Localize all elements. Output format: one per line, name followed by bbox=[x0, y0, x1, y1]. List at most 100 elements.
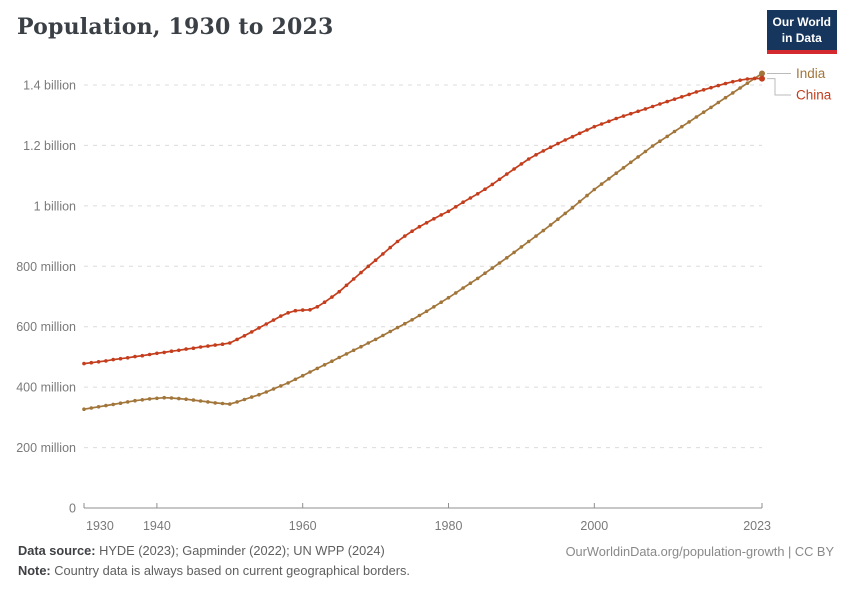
data-point bbox=[89, 406, 94, 410]
data-point bbox=[439, 300, 444, 305]
data-point bbox=[745, 77, 750, 81]
data-point bbox=[162, 350, 166, 355]
data-point bbox=[454, 291, 458, 295]
data-point bbox=[198, 399, 203, 403]
data-point bbox=[388, 329, 393, 334]
data-point bbox=[366, 264, 371, 269]
data-point bbox=[125, 356, 130, 360]
data-point bbox=[461, 200, 465, 204]
data-point bbox=[475, 192, 480, 196]
data-point bbox=[133, 398, 137, 403]
data-source-text: HYDE (2023); Gapminder (2022); UN WPP (2… bbox=[99, 543, 385, 558]
data-point bbox=[337, 289, 342, 294]
data-point bbox=[155, 396, 159, 401]
data-point bbox=[162, 395, 166, 400]
data-point bbox=[592, 187, 597, 192]
data-point bbox=[643, 149, 648, 154]
data-point bbox=[213, 401, 217, 405]
data-point bbox=[96, 360, 101, 364]
y-tick-label: 200 million bbox=[16, 441, 76, 455]
line-china[interactable] bbox=[83, 77, 763, 365]
data-point bbox=[279, 384, 283, 388]
credit-link[interactable]: OurWorldinData.org/population-growth | C… bbox=[565, 544, 834, 559]
data-point bbox=[257, 392, 261, 397]
data-point bbox=[373, 258, 378, 263]
data-point bbox=[89, 360, 94, 365]
data-point bbox=[461, 286, 465, 290]
data-point bbox=[607, 119, 611, 124]
data-point bbox=[723, 81, 728, 86]
y-tick-label: 1.2 billion bbox=[23, 139, 76, 153]
data-point bbox=[599, 122, 604, 126]
data-point bbox=[213, 343, 217, 347]
data-point bbox=[111, 402, 115, 407]
data-point bbox=[96, 405, 101, 409]
data-point bbox=[249, 395, 254, 399]
data-point bbox=[198, 345, 203, 349]
data-point bbox=[381, 252, 385, 256]
chart-footer: Data source: HYDE (2023); Gapminder (202… bbox=[18, 541, 834, 582]
data-point bbox=[454, 205, 458, 209]
end-point-china bbox=[759, 75, 765, 82]
legend-connector-china bbox=[767, 78, 791, 96]
data-point bbox=[279, 314, 283, 318]
data-point bbox=[526, 239, 531, 244]
population-line-chart[interactable]: 0 200 million 400 million 600 million 800 mi… bbox=[0, 0, 850, 540]
data-point bbox=[344, 283, 349, 288]
data-point bbox=[330, 295, 334, 299]
x-tick-label: 1930 bbox=[86, 519, 114, 533]
data-point bbox=[468, 196, 473, 200]
data-point bbox=[439, 213, 444, 217]
end-point-india bbox=[759, 70, 765, 77]
data-point bbox=[351, 277, 356, 281]
data-point bbox=[694, 115, 699, 119]
data-point bbox=[752, 76, 757, 81]
data-point bbox=[490, 182, 495, 187]
data-point bbox=[359, 344, 363, 349]
data-point bbox=[621, 166, 626, 170]
data-point bbox=[519, 162, 524, 166]
data-point bbox=[556, 217, 560, 221]
data-point bbox=[286, 311, 290, 315]
x-tick-label: 2000 bbox=[580, 519, 608, 533]
data-point bbox=[169, 396, 174, 400]
data-point bbox=[206, 400, 210, 404]
data-point bbox=[125, 400, 130, 404]
data-point bbox=[403, 321, 407, 326]
data-point bbox=[607, 176, 611, 181]
x-tick-label: 2023 bbox=[743, 519, 771, 533]
data-point bbox=[322, 363, 327, 367]
data-point bbox=[330, 359, 334, 364]
data-point bbox=[512, 167, 516, 171]
data-point bbox=[184, 397, 188, 402]
data-point bbox=[636, 155, 640, 159]
data-point bbox=[403, 234, 407, 238]
data-point bbox=[264, 322, 269, 326]
data-point bbox=[497, 261, 502, 265]
data-point bbox=[468, 281, 473, 286]
owid-logo[interactable]: Our World in Data bbox=[766, 10, 837, 55]
legend-label-india[interactable]: India bbox=[796, 66, 826, 81]
data-point bbox=[286, 381, 290, 385]
y-tick-label: 600 million bbox=[16, 320, 76, 334]
data-point bbox=[526, 157, 531, 161]
data-point bbox=[505, 255, 509, 260]
data-point bbox=[614, 116, 618, 121]
data-point bbox=[242, 334, 247, 338]
note-line: Note: Country data is always based on cu… bbox=[18, 561, 410, 581]
data-point bbox=[658, 102, 662, 106]
data-point bbox=[745, 81, 750, 85]
line-india[interactable] bbox=[83, 72, 763, 411]
data-point bbox=[264, 390, 269, 394]
data-point bbox=[599, 182, 604, 186]
data-point bbox=[410, 318, 414, 322]
legend-label-china[interactable]: China bbox=[796, 88, 832, 103]
data-point bbox=[417, 313, 422, 318]
data-point bbox=[534, 234, 538, 238]
data-point bbox=[629, 111, 633, 116]
data-point bbox=[118, 401, 123, 406]
data-point bbox=[395, 325, 400, 330]
data-point bbox=[570, 134, 575, 139]
footer-left: Data source: HYDE (2023); Gapminder (202… bbox=[18, 541, 410, 582]
